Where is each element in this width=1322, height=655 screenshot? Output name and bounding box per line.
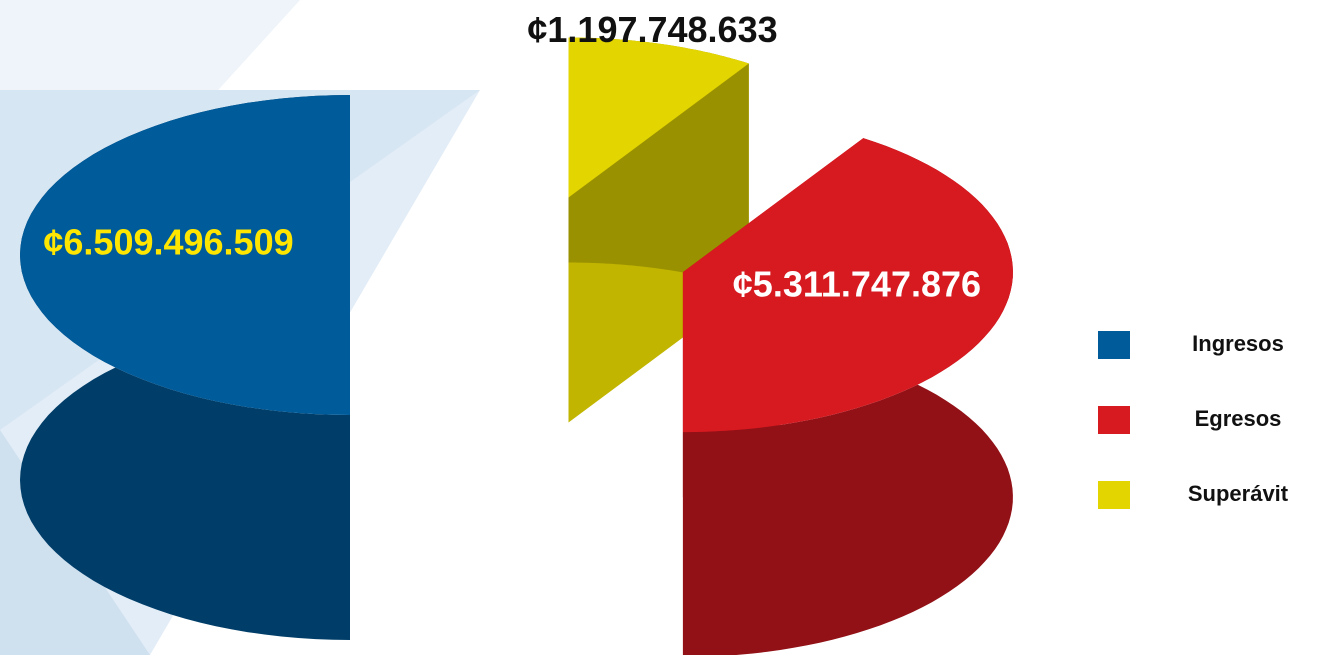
legend-swatch bbox=[1098, 481, 1130, 509]
slice bbox=[20, 95, 350, 415]
plot bbox=[20, 37, 1013, 655]
legend-label: Ingresos bbox=[1192, 331, 1284, 356]
slice bbox=[682, 138, 1013, 433]
slice bbox=[568, 37, 749, 198]
legend-swatch bbox=[1098, 406, 1130, 434]
legend-label: Superávit bbox=[1188, 481, 1289, 506]
value-label: ¢1.197.748.633 bbox=[527, 9, 777, 50]
value-label: ¢6.509.496.509 bbox=[43, 222, 293, 263]
legend: Ingresos Egresos Superávit bbox=[1098, 331, 1289, 509]
legend-swatch bbox=[1098, 331, 1130, 359]
value-label: ¢5.311.747.876 bbox=[733, 264, 981, 305]
legend-label: Egresos bbox=[1195, 406, 1282, 431]
